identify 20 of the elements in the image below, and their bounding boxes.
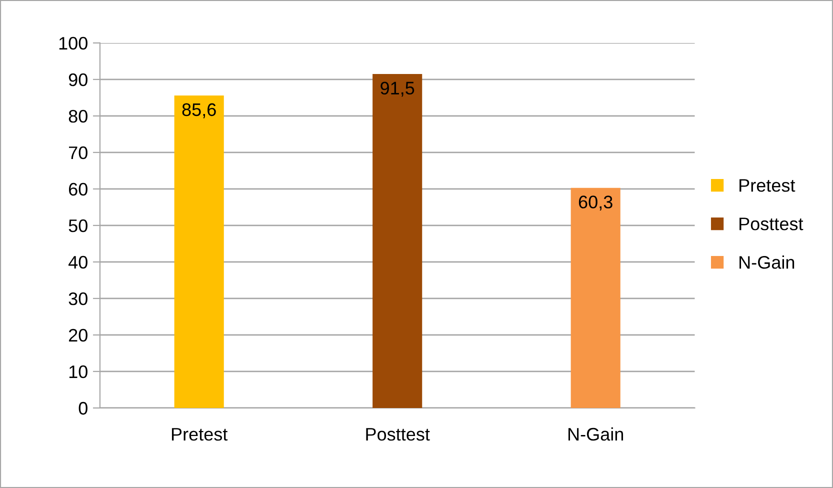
y-tick-label: 0 bbox=[78, 402, 88, 415]
y-tick-label: 90 bbox=[68, 73, 88, 86]
y-tick-label: 60 bbox=[68, 182, 88, 196]
data-label: 91,5 bbox=[380, 82, 414, 97]
y-tick-label: 40 bbox=[68, 256, 88, 269]
y-tick-label: 10 bbox=[69, 365, 88, 378]
y-tick-label: 80 bbox=[68, 110, 88, 123]
legend-label: N-Gain bbox=[740, 256, 794, 269]
y-tick-label: 50 bbox=[68, 219, 88, 232]
legend-label: Posttest bbox=[740, 218, 804, 230]
y-tick-label: 70 bbox=[69, 146, 88, 160]
y-tick-label: 30 bbox=[68, 292, 88, 306]
x-tick-label: Pretest bbox=[172, 428, 228, 441]
legend-label: Pretest bbox=[740, 179, 796, 192]
y-tick-label: 20 bbox=[68, 328, 88, 342]
x-tick-label: Posttest bbox=[366, 428, 430, 441]
data-label: 60,3 bbox=[578, 196, 612, 211]
y-tick-label: 100 bbox=[59, 36, 88, 50]
data-label: 85,6 bbox=[182, 103, 216, 118]
x-tick-label: N-Gain bbox=[568, 427, 624, 441]
